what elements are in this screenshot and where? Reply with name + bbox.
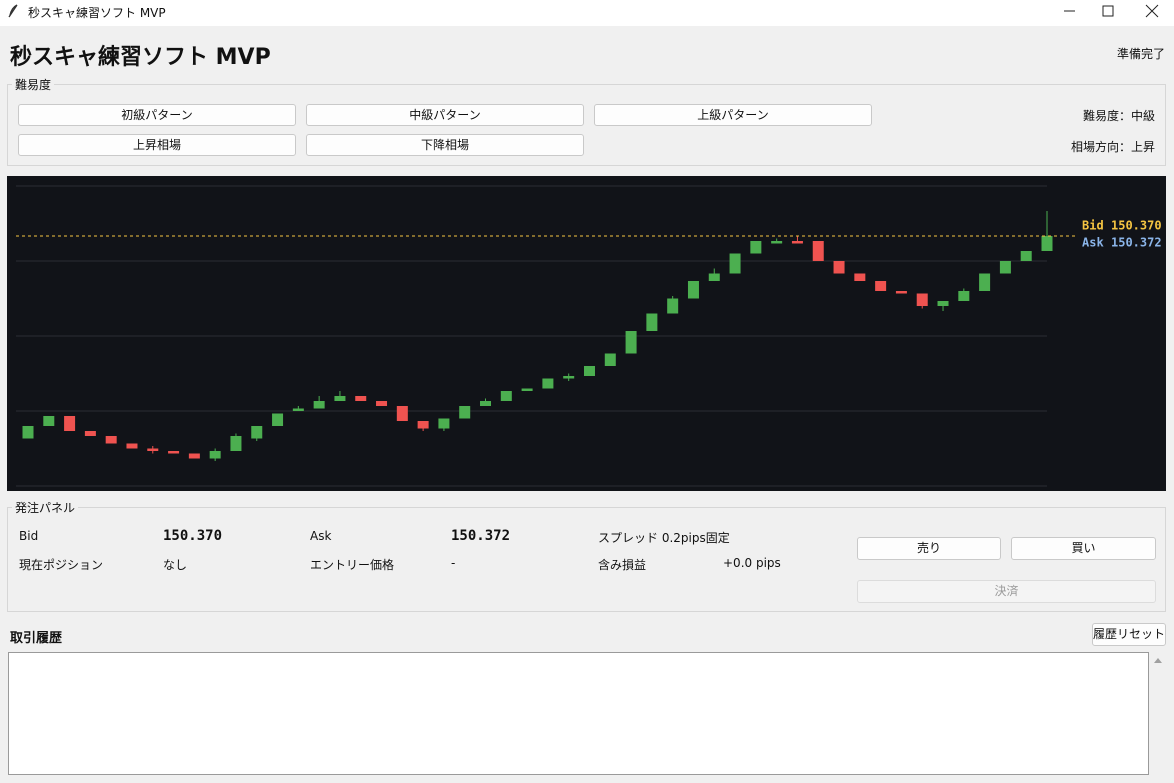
- candle-body: [854, 273, 866, 281]
- window-title: 秒スキャ練習ソフト MVP: [28, 6, 166, 20]
- candle-body: [542, 378, 554, 389]
- candle-body: [480, 401, 492, 406]
- app-icon: [8, 4, 18, 18]
- ask-label: Ask: [1082, 236, 1104, 250]
- candle-body: [1041, 236, 1053, 251]
- trend-button[interactable]: 下降相場: [306, 134, 584, 156]
- pattern-button[interactable]: 中級パターン: [306, 104, 584, 126]
- candle-body: [958, 291, 970, 301]
- candle-body: [875, 281, 887, 291]
- field-label: 含み損益: [598, 558, 647, 572]
- frame-legend: 発注パネル: [12, 499, 79, 516]
- field-label: Bid: [19, 529, 39, 543]
- candle-body: [188, 453, 200, 459]
- candle-body: [687, 281, 699, 299]
- candle-body: [500, 391, 512, 401]
- ask-value: 150.372: [1111, 236, 1162, 250]
- field-value: なし: [163, 558, 188, 572]
- window-controls: [1064, 4, 1159, 18]
- field-value: -: [451, 556, 456, 570]
- difficulty-level: 難易度：中級: [1082, 109, 1155, 123]
- order-frame: [7, 507, 1166, 612]
- candle-body: [126, 443, 138, 449]
- candle-body: [729, 253, 741, 274]
- field-label: Ask: [310, 529, 332, 543]
- candle-body: [334, 396, 346, 401]
- candle-body: [999, 261, 1011, 274]
- candle-body: [168, 451, 180, 454]
- candle-body: [209, 451, 221, 459]
- candle-body: [895, 291, 907, 294]
- candle-body: [43, 416, 55, 426]
- candle-body: [230, 436, 242, 451]
- frame-legend: 難易度: [12, 76, 55, 93]
- app-title: 秒スキャ練習ソフト MVP: [10, 45, 271, 70]
- candle-body: [791, 241, 803, 244]
- price-chart: Bid 150.370 Ask 150.372: [7, 176, 1166, 491]
- sell-button[interactable]: 売り: [857, 537, 1001, 560]
- bid-value: 150.370: [1111, 219, 1162, 233]
- candle-body: [708, 273, 720, 281]
- candle-body: [64, 416, 76, 431]
- candle-body: [84, 431, 96, 436]
- candle-body: [147, 448, 159, 451]
- candle-body: [812, 241, 824, 261]
- title-bar: [0, 0, 1174, 26]
- candle-body: [105, 436, 117, 444]
- candle-body: [272, 413, 284, 426]
- pattern-button[interactable]: 上級パターン: [594, 104, 872, 126]
- candle-body: [355, 396, 367, 401]
- field-label: エントリー価格: [310, 558, 395, 572]
- field-label: 現在ポジション: [19, 558, 104, 572]
- candle-body: [979, 273, 991, 291]
- candle-body: [313, 401, 325, 409]
- candle-body: [292, 408, 304, 411]
- candle-body: [1020, 251, 1032, 261]
- history-title: 取引履歴: [10, 631, 63, 646]
- close-window-button[interactable]: [1145, 4, 1159, 18]
- candle-body: [438, 418, 450, 429]
- spread-label: スプレッド 0.2pips固定: [598, 531, 730, 545]
- history-text-area[interactable]: [8, 652, 1149, 775]
- market-direction: 相場方向：上昇: [1070, 140, 1155, 154]
- scrollbar[interactable]: [1150, 652, 1166, 775]
- bid-label: Bid: [1082, 219, 1104, 233]
- candle-body: [916, 293, 928, 306]
- candle-body: [667, 298, 679, 314]
- trend-button[interactable]: 上昇相場: [18, 134, 296, 156]
- reset-history-button[interactable]: 履歴リセット: [1092, 623, 1166, 646]
- status-text: 準備完了: [1116, 47, 1165, 61]
- candle-body: [625, 331, 637, 354]
- candle-body: [833, 261, 845, 274]
- candle-body: [937, 301, 949, 306]
- candle-body: [521, 388, 533, 391]
- candle-body: [563, 376, 575, 379]
- candle-body: [604, 353, 616, 366]
- candle-body: [251, 426, 263, 439]
- candle-body: [376, 401, 388, 406]
- candle-body: [646, 313, 658, 331]
- difficulty-frame: [7, 84, 1166, 166]
- candle-body: [771, 241, 783, 244]
- candle-body: [750, 241, 762, 254]
- candle-body: [396, 406, 408, 421]
- candle-body: [459, 406, 471, 419]
- candle-body: [417, 421, 429, 429]
- buy-button[interactable]: 買い: [1011, 537, 1156, 560]
- field-value: +0.0 pips: [723, 556, 781, 570]
- maximize-button[interactable]: [1102, 5, 1114, 17]
- pattern-button[interactable]: 初級パターン: [18, 104, 296, 126]
- ask-value: 150.372: [451, 528, 511, 544]
- bid-value: 150.370: [163, 528, 223, 544]
- settle-button: 決済: [857, 580, 1156, 603]
- candle-body: [22, 426, 34, 439]
- candle-body: [583, 366, 595, 376]
